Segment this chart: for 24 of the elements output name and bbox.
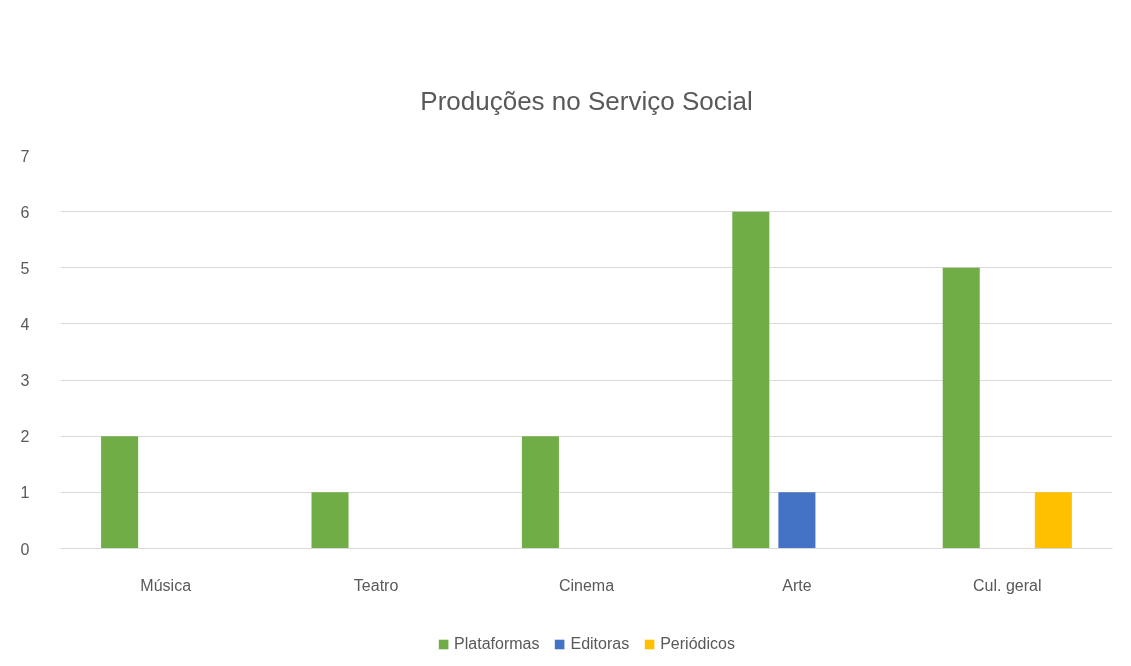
bar — [521, 436, 559, 549]
bar — [1034, 492, 1072, 549]
bar — [732, 211, 770, 549]
x-tick-label: Arte — [782, 576, 812, 594]
y-tick-label: 2 — [20, 428, 30, 446]
x-tick-label: Teatro — [353, 576, 399, 594]
y-tick-label: 5 — [20, 259, 30, 277]
bar — [311, 492, 349, 549]
y-tick-label: 7 — [20, 147, 30, 165]
y-tick-label: 0 — [20, 540, 30, 558]
y-tick-label: 3 — [20, 372, 30, 390]
y-tick-label: 4 — [20, 315, 30, 333]
x-tick-label: Cul. geral — [973, 576, 1042, 594]
bar — [778, 492, 816, 549]
y-tick-label: 1 — [20, 484, 30, 502]
x-tick-label: Cinema — [558, 576, 615, 594]
bar — [101, 436, 139, 549]
legend-label: Plataformas — [454, 635, 540, 653]
x-tick-label: Música — [140, 576, 192, 594]
legend-label: Periódicos — [660, 635, 735, 653]
bar — [942, 267, 980, 549]
legend-label: Editoras — [570, 635, 630, 653]
y-tick-label: 6 — [20, 203, 30, 221]
chart-title: Produções no Serviço Social — [420, 85, 753, 116]
